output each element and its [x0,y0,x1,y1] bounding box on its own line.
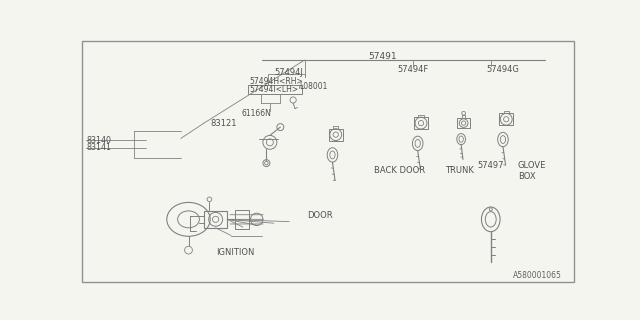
Bar [328,129,343,140]
Bar [413,117,428,129]
Text: 57494I<LH>: 57494I<LH> [250,85,299,94]
Text: 83140: 83140 [86,136,111,145]
Text: GLOVE
BOX: GLOVE BOX [518,161,547,180]
Text: 83121: 83121 [210,119,237,128]
Text: IGNITION: IGNITION [216,248,254,257]
Bar [235,210,249,228]
Bar [458,118,470,128]
Text: TRUNK: TRUNK [445,166,474,175]
Text: L08001: L08001 [300,82,328,91]
Text: 57494J: 57494J [275,68,304,77]
Text: DOOR: DOOR [307,211,333,220]
Text: 57491: 57491 [368,52,397,60]
Text: BACK DOOR: BACK DOOR [374,166,425,175]
Text: A580001065: A580001065 [513,271,562,280]
Bar [499,113,513,125]
Bar [333,126,339,129]
Text: 57494H<RH>: 57494H<RH> [249,77,303,86]
Text: 57494G: 57494G [486,65,519,74]
Bar [204,211,227,228]
Text: 57497: 57497 [477,161,504,170]
Bar [419,115,424,117]
Text: 61166N: 61166N [241,109,271,118]
Text: 57494F: 57494F [397,65,429,74]
Bar [504,111,509,113]
Text: 83141: 83141 [86,143,111,152]
Bar [248,84,303,94]
Bar [462,115,465,118]
